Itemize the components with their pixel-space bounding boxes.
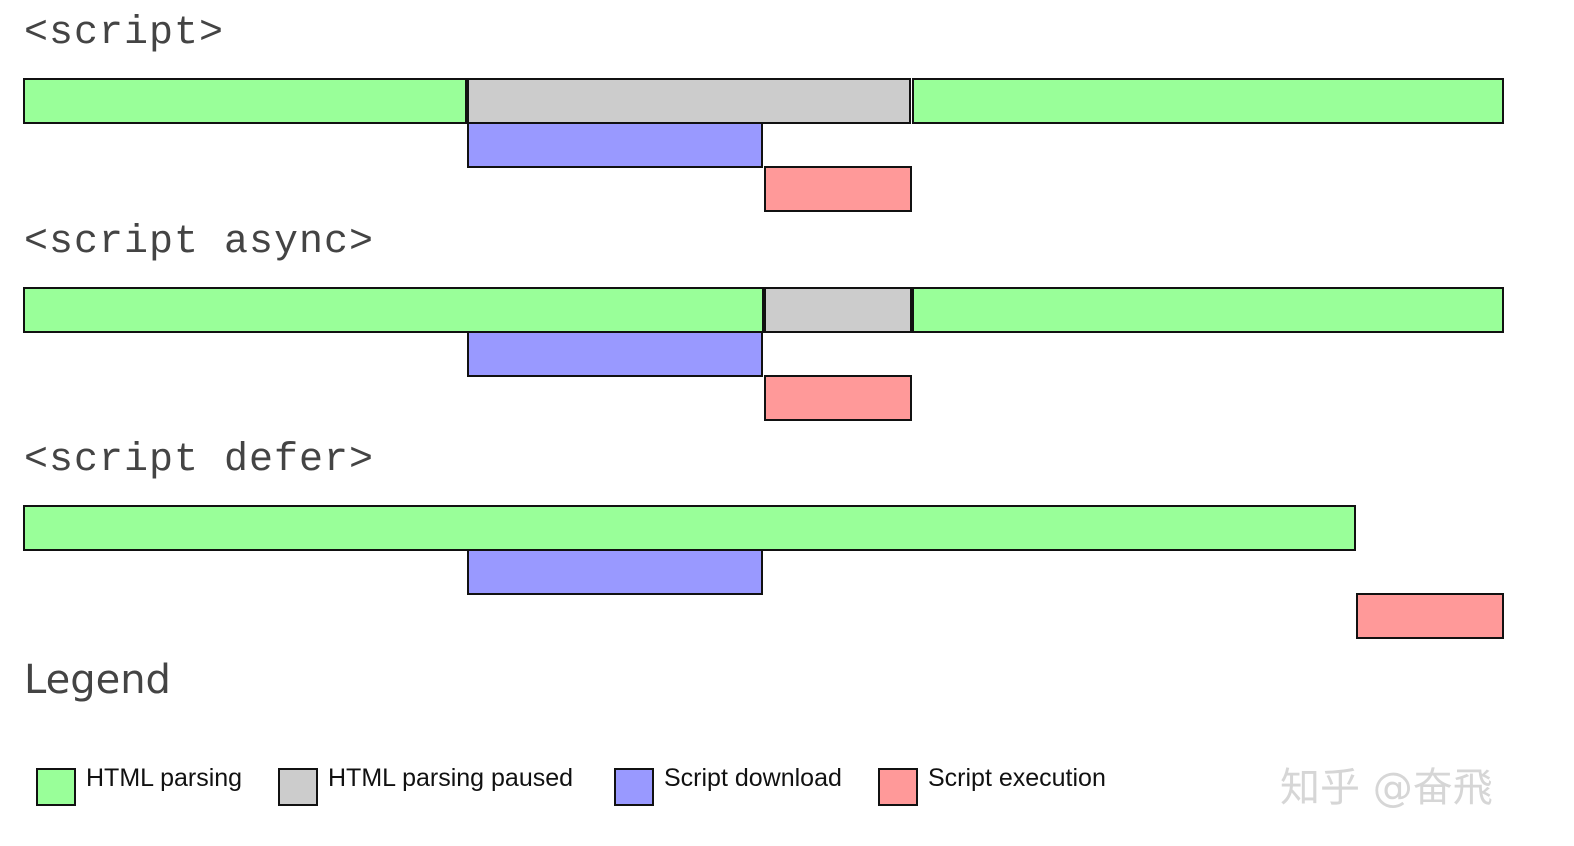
- legend-swatch-html-parsing: [36, 768, 76, 806]
- bar-html-parsing-0-0: [23, 78, 467, 124]
- legend-swatch-script-download: [614, 768, 654, 806]
- legend-label-script-execution: Script execution: [928, 764, 1106, 792]
- legend-label-html-parsing-paused: HTML parsing paused: [328, 764, 574, 792]
- bar-script-download-2-1: [467, 549, 763, 595]
- bar-html-parsing-1-2: [912, 287, 1504, 333]
- bar-script-download-1-3: [467, 331, 763, 377]
- bar-html-parsing-2-0: [23, 505, 1356, 551]
- legend-swatch-script-execution: [878, 768, 918, 806]
- bar-script-execution-1-4: [764, 375, 912, 421]
- bar-html-parsing-0-2: [912, 78, 1504, 124]
- bar-script-execution-0-4: [764, 166, 912, 212]
- watermark: 知乎 @奋飛: [1280, 765, 1493, 811]
- legend-swatch-html-parsing-paused: [278, 768, 318, 806]
- bar-html-parsing-1-0: [23, 287, 764, 333]
- section-title-script-async: <script async>: [24, 220, 375, 265]
- section-title-script-defer: <script defer>: [24, 438, 375, 483]
- bar-script-execution-2-2: [1356, 593, 1504, 639]
- legend-label-script-download: Script download: [664, 764, 842, 792]
- section-title-script: <script>: [24, 11, 225, 56]
- bar-html-parsing-paused-0-1: [467, 78, 911, 124]
- legend-label-html-parsing: HTML parsing: [86, 764, 243, 792]
- bar-script-download-0-3: [467, 122, 763, 168]
- legend-title: Legend: [24, 657, 171, 703]
- bar-html-parsing-paused-1-1: [764, 287, 912, 333]
